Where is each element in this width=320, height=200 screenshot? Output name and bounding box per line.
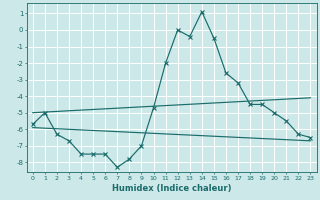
X-axis label: Humidex (Indice chaleur): Humidex (Indice chaleur): [112, 184, 231, 193]
